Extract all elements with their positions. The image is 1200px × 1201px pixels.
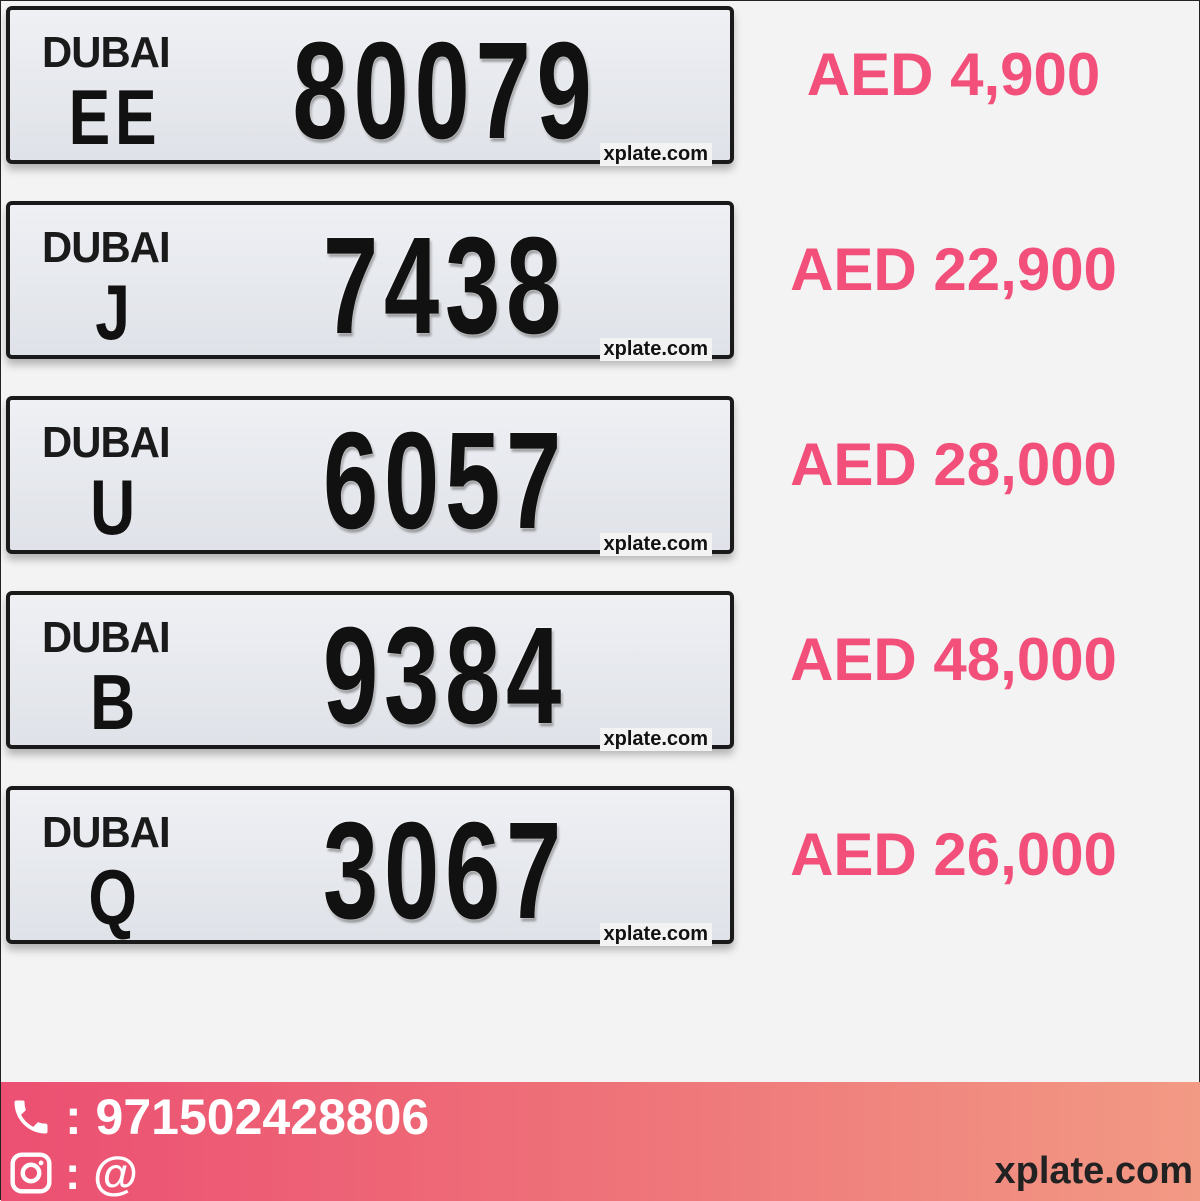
plate-code: B — [90, 658, 140, 746]
site-name: xplate.com — [994, 1150, 1193, 1192]
instagram-line: : @ — [9, 1146, 138, 1200]
number-plate[interactable]: DUBAI J 7438 xplate.com — [6, 201, 734, 363]
watermark: xplate.com — [599, 728, 712, 751]
plate-code: J — [95, 268, 135, 356]
phone-number[interactable]: : 971502428806 — [65, 1089, 430, 1145]
plate-number: 9384 — [322, 599, 568, 753]
emirate-label: DUBAI — [42, 613, 171, 662]
plate-code: EE — [68, 73, 162, 161]
phone-icon — [14, 1100, 48, 1134]
plate-price: AED 48,000 — [790, 626, 1117, 693]
plate-number: 6057 — [322, 404, 568, 558]
emirate-label: DUBAI — [42, 28, 171, 77]
number-plate[interactable]: DUBAI Q 3067 xplate.com — [6, 786, 734, 948]
emirate-label: DUBAI — [42, 223, 171, 272]
plate-price: AED 4,900 — [806, 41, 1101, 108]
emirate-label: DUBAI — [42, 418, 171, 467]
plate-price: AED 28,000 — [790, 431, 1117, 498]
number-plate[interactable]: DUBAI B 9384 xplate.com — [6, 591, 734, 753]
number-plate[interactable]: DUBAI U 6057 xplate.com — [6, 396, 734, 558]
watermark: xplate.com — [599, 533, 712, 556]
plate-code: U — [90, 463, 140, 551]
instagram-handle[interactable]: : @ — [65, 1147, 138, 1199]
plate-number: 3067 — [322, 794, 568, 948]
number-plate[interactable]: DUBAI EE 80079 xplate.com — [6, 6, 734, 168]
phone-line: : 971502428806 — [9, 1088, 429, 1146]
emirate-label: DUBAI — [42, 808, 171, 857]
plate-price: AED 26,000 — [790, 821, 1117, 888]
instagram-icon — [10, 1152, 52, 1194]
watermark: xplate.com — [599, 143, 712, 166]
watermark: xplate.com — [599, 923, 712, 946]
watermark: xplate.com — [599, 338, 712, 361]
plate-number: 80079 — [292, 14, 598, 168]
contact-footer: : 971502428806 : @ xplate.com — [1, 1082, 1200, 1201]
plate-price: AED 22,900 — [790, 236, 1117, 303]
plate-code: Q — [88, 853, 142, 941]
plate-number: 7438 — [322, 209, 568, 363]
